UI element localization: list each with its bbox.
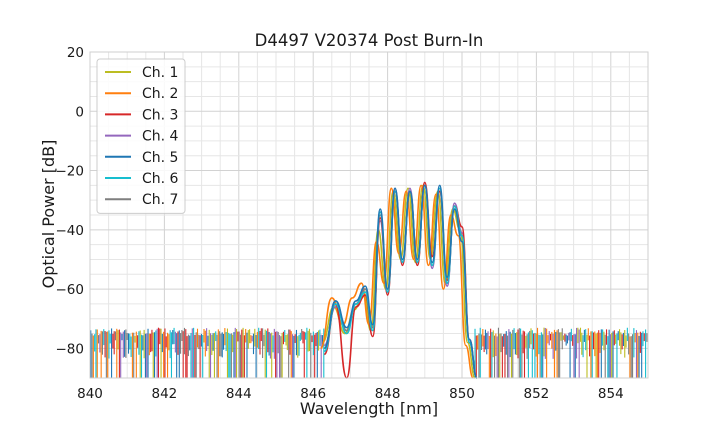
series-line-5 — [323, 184, 478, 379]
x-tick-label: 852 — [524, 386, 550, 402]
legend-label: Ch. 5 — [142, 150, 178, 166]
y-tick-label: −40 — [56, 223, 85, 239]
series-lines — [319, 181, 478, 379]
x-tick-label: 854 — [598, 386, 624, 402]
y-axis-label: Optical Power [dB] — [39, 140, 58, 289]
noise-floor — [90, 327, 648, 378]
series-line-6 — [323, 184, 478, 379]
series-line-7 — [323, 184, 478, 379]
legend-label: Ch. 3 — [142, 107, 178, 123]
x-tick-label: 844 — [226, 386, 252, 402]
chart-title: D4497 V20374 Post Burn-In — [255, 31, 484, 50]
x-tick-label: 848 — [375, 386, 401, 402]
y-tick-label: −80 — [56, 341, 85, 357]
legend: Ch. 1 Ch. 2 Ch. 3 Ch. 4 Ch. 5 Ch. 6 Ch. 7 — [96, 58, 186, 214]
tick-labels: 840 842 844 846 848 850 852 854 20 0 −20 −40 −60 −80 — [56, 45, 624, 402]
y-tick-label: −20 — [56, 164, 85, 180]
x-tick-label: 850 — [449, 386, 475, 402]
y-tick-label: 0 — [75, 104, 84, 120]
x-tick-label: 842 — [152, 386, 178, 402]
legend-box — [96, 58, 186, 214]
plot-frame — [89, 51, 649, 379]
x-axis-label: Wavelength [nm] — [300, 399, 438, 418]
legend-label: Ch. 1 — [142, 65, 178, 81]
legend-label: Ch. 4 — [142, 129, 179, 145]
legend-label: Ch. 6 — [142, 171, 179, 187]
x-tick-label: 840 — [77, 386, 103, 402]
legend-label: Ch. 2 — [142, 86, 178, 102]
y-tick-label: −60 — [56, 282, 85, 298]
series-line-4 — [323, 184, 478, 379]
y-tick-label: 20 — [67, 45, 84, 61]
x-tick-label: 846 — [300, 386, 326, 402]
legend-label: Ch. 7 — [142, 192, 178, 208]
series-line-2 — [319, 184, 474, 379]
